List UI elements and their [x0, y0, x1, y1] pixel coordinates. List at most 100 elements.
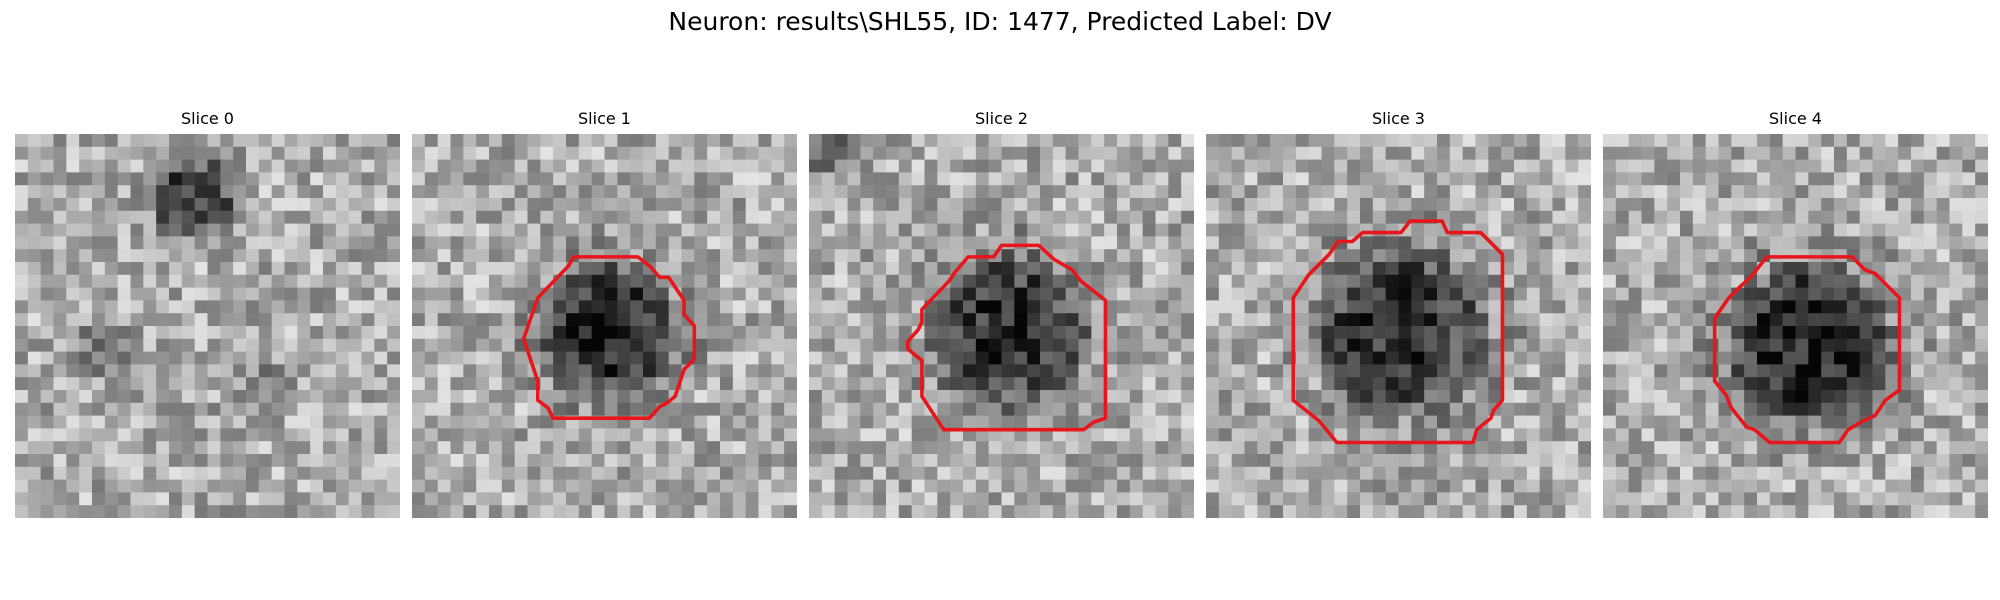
image-pixel	[1641, 505, 1655, 518]
image-pixel	[387, 249, 400, 263]
image-pixel	[1385, 134, 1399, 148]
image-pixel	[1295, 159, 1310, 173]
image-pixel	[130, 198, 144, 212]
image-pixel	[591, 223, 605, 237]
image-pixel	[27, 249, 42, 263]
image-pixel	[1654, 390, 1668, 404]
image-pixel	[1782, 364, 1796, 378]
image-pixel	[1104, 390, 1118, 404]
image-pixel	[1129, 466, 1144, 480]
image-pixel	[1347, 326, 1361, 340]
image-pixel	[1078, 159, 1092, 173]
image-pixel	[1514, 402, 1528, 416]
image-pixel	[578, 185, 593, 199]
image-pixel	[975, 146, 990, 160]
image-pixel	[771, 428, 785, 442]
image-pixel	[297, 223, 311, 237]
image-pixel	[1615, 146, 1630, 160]
image-pixel	[1692, 492, 1707, 506]
image-pixel	[1872, 454, 1886, 468]
image-pixel	[104, 210, 119, 224]
image-pixel	[553, 287, 567, 301]
image-pixel	[424, 466, 439, 480]
image-pixel	[1231, 134, 1245, 148]
image-pixel	[1872, 134, 1886, 148]
image-pixel	[1360, 198, 1374, 212]
image-pixel	[361, 223, 375, 237]
image-pixel	[886, 159, 900, 173]
image-pixel	[1270, 326, 1284, 340]
image-pixel	[527, 236, 541, 250]
image-pixel	[1808, 364, 1822, 378]
image-pixel	[1731, 146, 1745, 160]
image-pixel	[1975, 300, 1988, 314]
image-pixel	[117, 364, 131, 378]
image-pixel	[540, 172, 554, 186]
image-pixel	[720, 415, 734, 429]
image-pixel	[758, 415, 772, 429]
image-pixel	[514, 351, 528, 365]
image-pixel	[898, 134, 913, 148]
image-pixel	[1129, 223, 1144, 237]
image-pixel	[771, 390, 785, 404]
image-pixel	[501, 274, 516, 288]
image-pixel	[194, 249, 208, 263]
image-pixel	[1539, 492, 1553, 506]
image-pixel	[348, 338, 362, 352]
image-pixel	[1680, 172, 1694, 186]
image-pixel	[1949, 300, 1963, 314]
image-pixel	[437, 313, 451, 327]
image-pixel	[1795, 326, 1809, 340]
image-pixel	[348, 428, 362, 442]
image-pixel	[374, 146, 388, 160]
image-pixel	[1731, 338, 1745, 352]
image-pixel	[1065, 274, 1079, 288]
image-pixel	[1846, 377, 1861, 391]
image-pixel	[246, 210, 260, 224]
image-pixel	[681, 274, 695, 288]
image-pixel	[310, 466, 324, 480]
image-pixel	[220, 249, 234, 263]
image-pixel	[310, 415, 324, 429]
image-pixel	[1244, 479, 1258, 493]
image-pixel	[1911, 454, 1925, 468]
image-pixel	[1615, 300, 1630, 314]
image-pixel	[104, 249, 119, 263]
image-pixel	[1437, 402, 1451, 416]
image-pixel	[937, 351, 951, 365]
image-pixel	[566, 159, 580, 173]
image-pixel	[745, 262, 759, 276]
image-pixel	[181, 338, 196, 352]
image-pixel	[1168, 454, 1182, 468]
image-pixel	[1027, 236, 1041, 250]
image-pixel	[1142, 441, 1156, 455]
slice-title: Slice 2	[975, 109, 1028, 128]
image-pixel	[617, 146, 631, 160]
image-pixel	[284, 210, 298, 224]
image-pixel	[1347, 146, 1361, 160]
image-pixel	[1168, 377, 1182, 391]
image-pixel	[1283, 223, 1297, 237]
image-pixel	[834, 402, 848, 416]
image-pixel	[809, 428, 823, 442]
image-pixel	[1142, 492, 1156, 506]
image-pixel	[1872, 428, 1886, 442]
image-pixel	[1859, 454, 1873, 468]
image-pixel	[1398, 364, 1412, 378]
image-pixel	[1911, 236, 1925, 250]
image-pixel	[1936, 428, 1950, 442]
image-pixel	[924, 415, 938, 429]
image-pixel	[707, 338, 721, 352]
image-pixel	[27, 415, 42, 429]
image-pixel	[1424, 185, 1438, 199]
image-pixel	[1526, 236, 1541, 250]
image-pixel	[847, 249, 861, 263]
image-pixel	[1705, 223, 1719, 237]
image-pixel	[630, 326, 644, 340]
image-pixel	[1718, 441, 1732, 455]
image-pixel	[1846, 441, 1861, 455]
image-pixel	[1142, 415, 1156, 429]
image-pixel	[1052, 313, 1067, 327]
image-pixel	[1641, 441, 1655, 455]
image-pixel	[297, 326, 311, 340]
